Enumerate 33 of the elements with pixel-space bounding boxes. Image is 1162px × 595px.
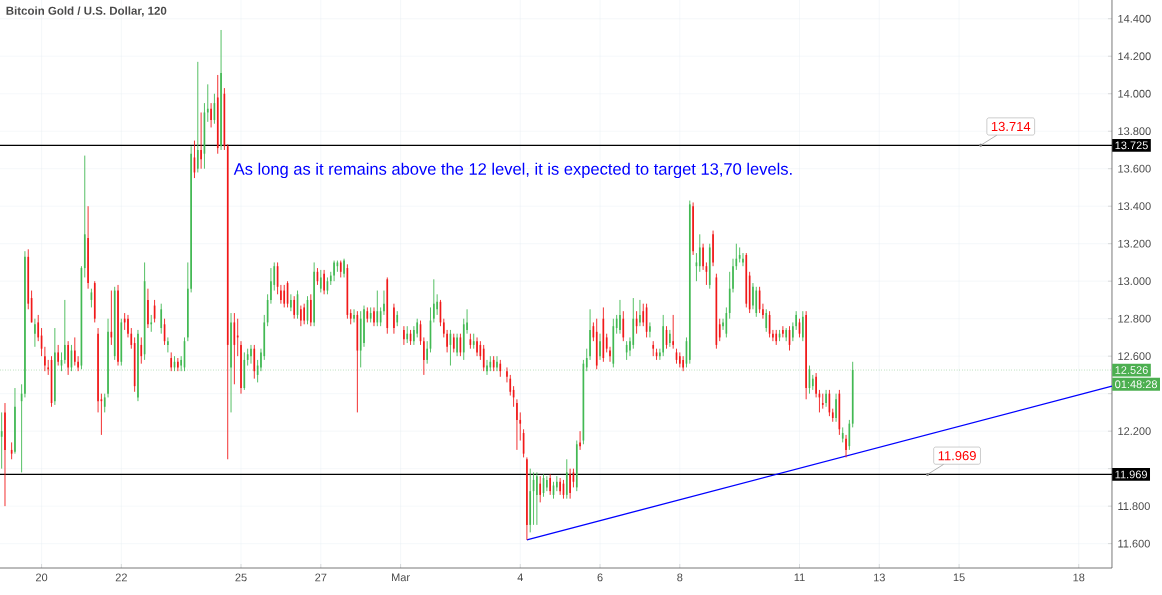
x-tick-label: 4 [517, 573, 523, 582]
ref-line-label: 13.725 [1115, 141, 1148, 150]
x-tick-label: 27 [315, 573, 327, 582]
x-tick-label: 6 [597, 573, 603, 582]
y-tick-label: 12.200 [1118, 427, 1151, 436]
text: 01:48:28 [1115, 380, 1158, 389]
y-tick-label: 14.000 [1118, 89, 1151, 98]
ref-line-label: 12.526 [1115, 366, 1148, 374]
annotation: As long as it remains above the 12 level, it is expected to target 13,70 levels. [233, 162, 792, 179]
y-tick-label: 12.600 [1118, 352, 1151, 361]
y-tick-label: 13.600 [1118, 164, 1151, 173]
x-tick-label: 8 [677, 573, 683, 582]
y-tick-label: 11.800 [1118, 502, 1150, 511]
y-tick-label: 13.200 [1118, 239, 1151, 248]
x-tick-label: 15 [953, 573, 965, 582]
annotation: 11.969 [938, 451, 976, 461]
y-tick-label: 14.200 [1118, 52, 1151, 61]
x-tick-label: 20 [35, 573, 48, 582]
x-tick-label: 22 [115, 573, 127, 582]
x-tick-label: 11 [794, 573, 805, 582]
chart-title: Bitcoin Gold / U.S. Dollar, 120 [6, 6, 167, 17]
y-tick-label: 12.800 [1118, 314, 1151, 323]
x-tick-label: 13 [873, 573, 885, 582]
y-tick-label: 13.000 [1118, 277, 1151, 286]
y-tick-label: 14.400 [1118, 14, 1151, 23]
y-tick-label: 13.800 [1118, 127, 1151, 136]
annotation: 13.714 [991, 121, 1031, 132]
x-tick-label: Mar [392, 573, 410, 582]
x-tick-label: 18 [1073, 573, 1085, 582]
ref-line-label: 11.969 [1115, 470, 1147, 479]
x-tick-label: 25 [235, 573, 247, 582]
y-tick-label: 11.600 [1118, 539, 1150, 548]
y-tick-label: 13.400 [1118, 202, 1151, 211]
